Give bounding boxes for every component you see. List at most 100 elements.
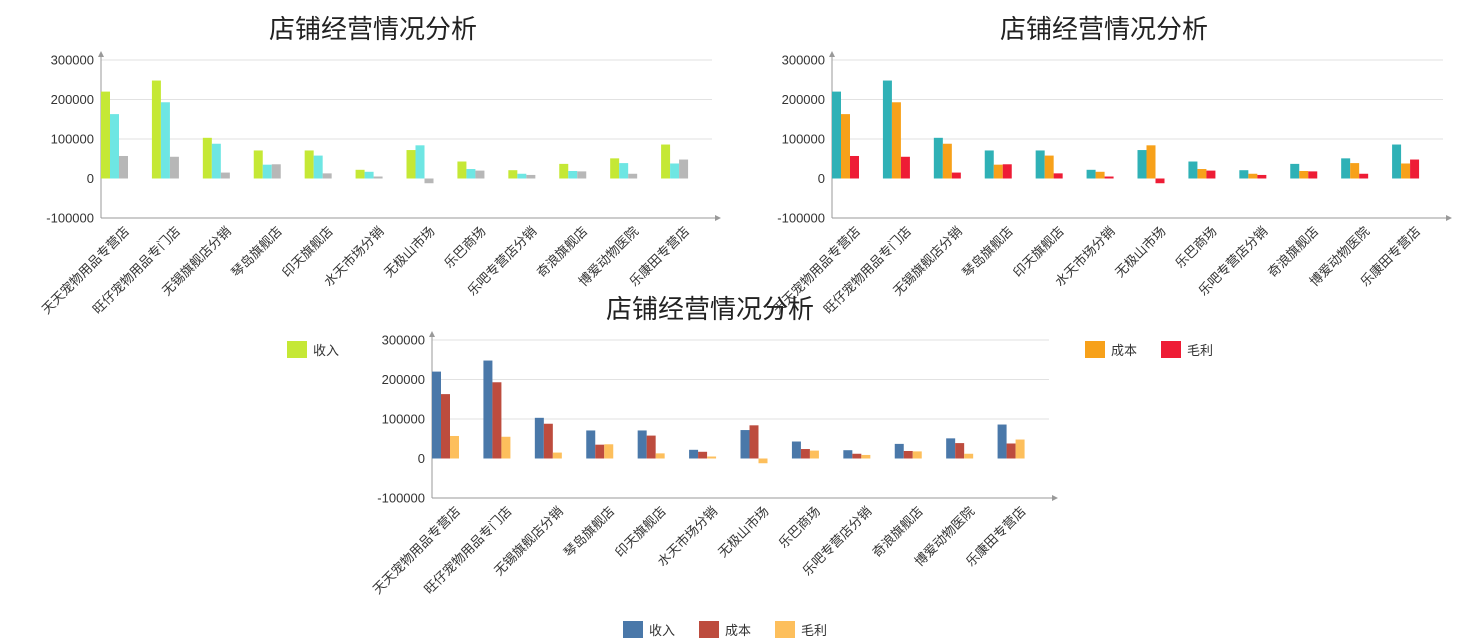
bar-series2-9 [852, 453, 862, 459]
bar-series1-10 [894, 443, 904, 459]
bar-series1-3 [202, 137, 212, 179]
x-category-label: 乐巴商场 [1172, 224, 1219, 271]
bar-series2-4 [262, 164, 272, 179]
y-tick-label: -100000 [777, 211, 825, 226]
bar-series3-3 [552, 452, 562, 459]
y-tick-label: -100000 [46, 211, 94, 226]
bar-series1-9 [508, 170, 518, 179]
bar-series1-1 [832, 91, 841, 179]
y-tick-label: -100000 [377, 491, 425, 506]
x-category-label: 琴岛旗舰店 [959, 224, 1016, 281]
bar-series1-7 [1137, 150, 1147, 179]
legend-swatch [775, 621, 795, 638]
bar-series3-11 [628, 173, 638, 179]
bar-series2-1 [841, 114, 850, 179]
bar-series3-12 [679, 159, 689, 179]
bar-series2-6 [698, 451, 708, 459]
bar-series1-6 [1086, 169, 1096, 179]
bar-series3-10 [1308, 171, 1318, 179]
chart-3: 店铺经营情况分析 300000 200000 100000 0 -100000天天宠物用品… [370, 294, 1058, 638]
bar-series3-8 [809, 450, 819, 459]
bar-series1-2 [882, 80, 892, 179]
legend-label: 毛利 [1187, 343, 1213, 358]
x-category-label: 无极山市场 [1112, 224, 1169, 281]
bar-series1-7 [740, 430, 750, 459]
bar-series2-1 [110, 114, 119, 179]
bar-series1-8 [1188, 161, 1198, 179]
legend-swatch [1085, 341, 1105, 358]
legend-label: 收入 [649, 623, 675, 638]
bar-series3-8 [475, 170, 485, 179]
y-tick-label: 200000 [51, 92, 94, 107]
bar-series2-5 [1044, 155, 1054, 179]
bar-series2-6 [1095, 171, 1105, 179]
y-axis-arrow [829, 51, 835, 57]
x-category-label: 旺仔宠物用品专门店 [421, 504, 514, 597]
bar-series1-5 [637, 430, 647, 459]
x-axis-arrow [1052, 495, 1058, 501]
y-tick-label: 100000 [51, 132, 94, 147]
bar-series3-5 [655, 453, 665, 459]
bar-series2-11 [1350, 163, 1360, 179]
bar-series1-9 [1239, 170, 1249, 179]
bar-series2-12 [1401, 163, 1411, 179]
bar-series3-1 [850, 155, 859, 179]
legend-swatch [1161, 341, 1181, 358]
y-tick-label: 0 [818, 171, 825, 186]
bar-series2-11 [955, 443, 965, 459]
bar-series2-7 [415, 145, 425, 179]
y-tick-label: 0 [418, 451, 425, 466]
bar-series3-4 [1002, 164, 1012, 179]
bar-series3-3 [951, 172, 961, 179]
bar-series3-7 [1155, 178, 1165, 184]
bar-series3-5 [1053, 173, 1063, 179]
chart-2: 店铺经营情况分析3000002000001000000-100000天天宠物用品… [770, 14, 1452, 358]
y-tick-label: 200000 [782, 92, 825, 107]
bar-series2-3 [211, 143, 221, 179]
bar-series3-6 [707, 456, 717, 459]
bar-series1-3 [933, 137, 943, 179]
y-tick-label: 100000 [782, 132, 825, 147]
bar-series1-11 [1341, 158, 1351, 179]
chart-title: 店铺经营情况分析 [269, 14, 477, 44]
bar-series1-7 [406, 150, 416, 179]
y-tick-label: 200000 [382, 372, 425, 387]
y-axis-arrow [429, 331, 435, 337]
bar-series1-2 [151, 80, 161, 179]
bar-series3-7 [758, 458, 768, 464]
bar-series1-12 [1392, 144, 1402, 179]
y-tick-label: 300000 [782, 53, 825, 68]
bar-series1-1 [101, 91, 110, 179]
bar-series3-8 [1206, 170, 1216, 179]
bar-series3-9 [1257, 174, 1267, 179]
bar-series2-8 [1197, 169, 1207, 179]
bar-series1-6 [355, 169, 365, 179]
bar-series3-1 [450, 435, 459, 459]
bar-series2-2 [492, 382, 502, 459]
bar-series2-3 [942, 143, 952, 179]
y-tick-label: 0 [87, 171, 94, 186]
bar-series3-10 [912, 451, 922, 459]
bar-series3-5 [322, 173, 332, 179]
bar-series3-2 [169, 156, 179, 179]
bar-series2-12 [670, 163, 680, 179]
bar-series2-2 [160, 102, 170, 179]
x-category-label: 天天宠物用品专营店 [370, 504, 463, 597]
bar-series3-6 [1104, 176, 1114, 179]
bar-series3-4 [604, 444, 614, 459]
bar-series3-3 [220, 172, 230, 179]
legend-swatch [287, 341, 307, 358]
y-tick-label: 300000 [382, 333, 425, 348]
bar-series2-5 [646, 435, 656, 459]
x-category-label: 乐巴商场 [441, 224, 488, 271]
bar-series2-9 [1248, 173, 1258, 179]
bar-series1-4 [984, 150, 994, 179]
bar-series3-12 [1015, 439, 1025, 459]
bar-series1-3 [534, 417, 544, 459]
y-tick-label: 100000 [382, 412, 425, 427]
chart-title: 店铺经营情况分析 [606, 294, 814, 324]
bar-series1-11 [946, 438, 956, 459]
bar-series2-2 [891, 102, 901, 179]
chart-title: 店铺经营情况分析 [1000, 14, 1208, 44]
